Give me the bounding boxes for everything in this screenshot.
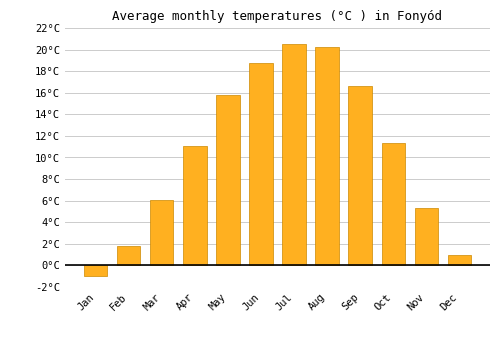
Bar <box>118 246 141 265</box>
Bar <box>216 95 240 265</box>
Bar <box>414 208 438 265</box>
Bar <box>316 48 338 265</box>
Bar <box>448 255 470 265</box>
Bar <box>184 146 206 265</box>
Bar <box>84 265 108 276</box>
Bar <box>282 44 306 265</box>
Bar <box>348 86 372 265</box>
Bar <box>150 199 174 265</box>
Bar <box>250 63 272 265</box>
Title: Average monthly temperatures (°C ) in Fonyód: Average monthly temperatures (°C ) in Fo… <box>112 10 442 23</box>
Bar <box>382 144 404 265</box>
